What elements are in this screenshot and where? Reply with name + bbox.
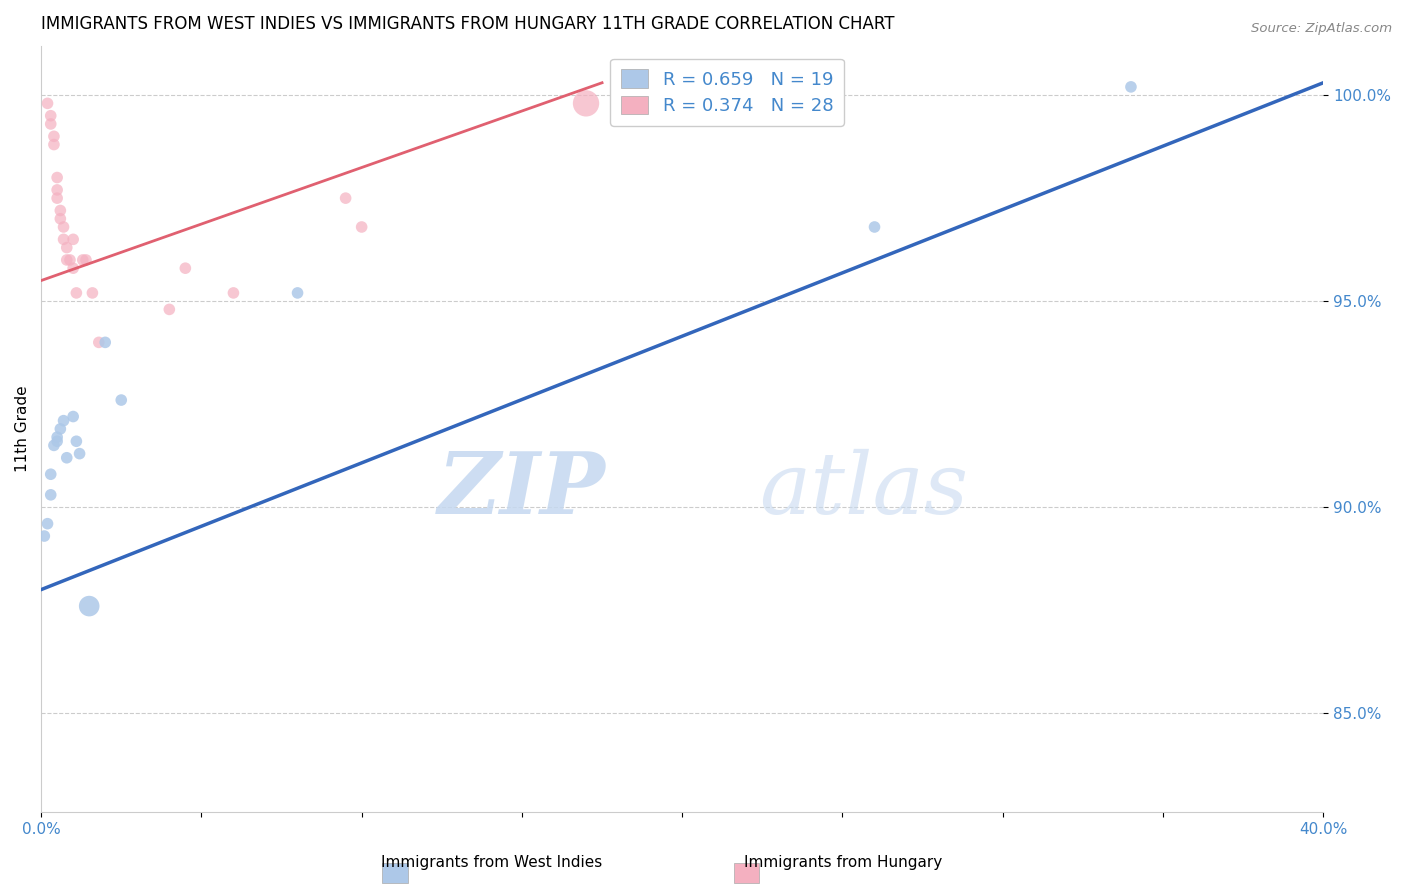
Point — [110, 392, 132, 407]
Point — [42, 129, 65, 144]
Point — [42, 438, 65, 452]
Point — [72, 252, 94, 267]
Point — [34, 529, 56, 543]
Point — [52, 232, 75, 246]
Point — [49, 203, 72, 218]
Point — [287, 285, 309, 300]
Text: Immigrants from West Indies: Immigrants from West Indies — [381, 855, 603, 870]
Point — [46, 183, 69, 197]
Point — [37, 516, 59, 531]
Point — [69, 447, 91, 461]
Point — [62, 232, 84, 246]
Point — [55, 252, 77, 267]
Point — [39, 109, 62, 123]
Text: Source: ZipAtlas.com: Source: ZipAtlas.com — [1251, 22, 1392, 36]
Text: atlas: atlas — [759, 449, 969, 532]
Point — [37, 96, 59, 111]
Point — [55, 450, 77, 465]
Point — [62, 261, 84, 276]
Point — [49, 422, 72, 436]
Point — [55, 241, 77, 255]
Point — [46, 434, 69, 449]
Text: Immigrants from Hungary: Immigrants from Hungary — [744, 855, 943, 870]
Point — [46, 430, 69, 444]
Point — [46, 170, 69, 185]
Text: IMMIGRANTS FROM WEST INDIES VS IMMIGRANTS FROM HUNGARY 11TH GRADE CORRELATION CH: IMMIGRANTS FROM WEST INDIES VS IMMIGRANT… — [41, 15, 894, 33]
Point — [863, 219, 886, 234]
Point — [77, 599, 100, 613]
Point — [335, 191, 357, 205]
Point — [42, 137, 65, 152]
Text: ZIP: ZIP — [437, 449, 605, 532]
Point — [62, 409, 84, 424]
Point — [65, 434, 87, 449]
Point — [49, 211, 72, 226]
Point — [575, 96, 598, 111]
Point — [52, 414, 75, 428]
Point — [46, 191, 69, 205]
Point — [59, 252, 82, 267]
Point — [39, 488, 62, 502]
Point — [87, 335, 110, 350]
Legend: R = 0.659   N = 19, R = 0.374   N = 28: R = 0.659 N = 19, R = 0.374 N = 28 — [610, 59, 844, 126]
Point — [174, 261, 197, 276]
Point — [94, 335, 117, 350]
Point — [65, 285, 87, 300]
Point — [350, 219, 373, 234]
Point — [1119, 79, 1142, 94]
Point — [52, 219, 75, 234]
Point — [75, 252, 97, 267]
Point — [39, 117, 62, 131]
Point — [82, 285, 104, 300]
Y-axis label: 11th Grade: 11th Grade — [15, 385, 30, 472]
Point — [222, 285, 245, 300]
Point — [39, 467, 62, 482]
Point — [157, 302, 180, 317]
